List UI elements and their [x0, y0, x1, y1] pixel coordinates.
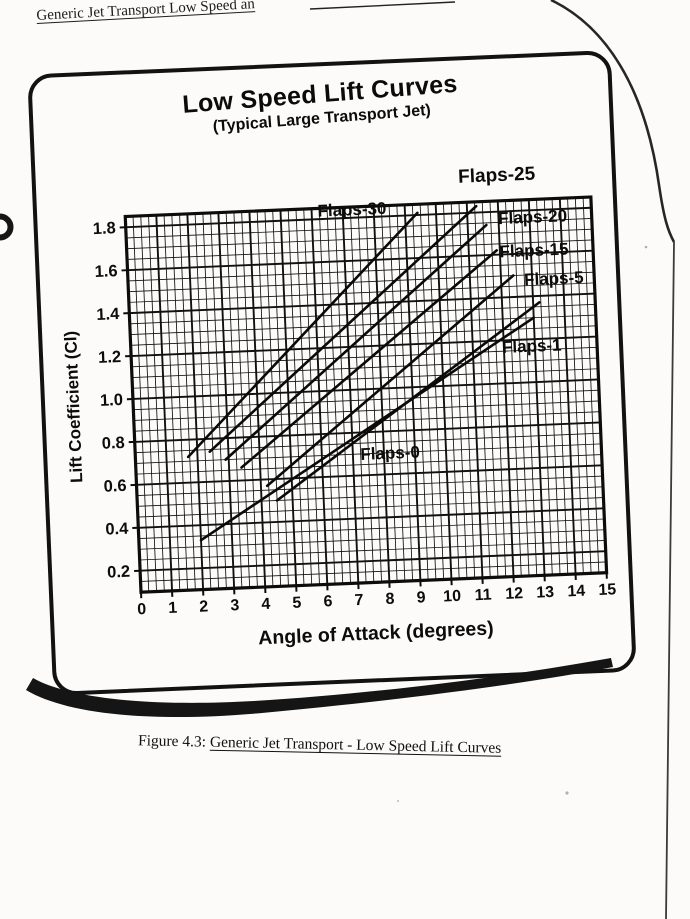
curve-label-flaps-30: Flaps-30 — [317, 199, 387, 221]
x-axis-title: Angle of Attack (degrees) — [258, 617, 494, 649]
series-line-flaps-15 — [240, 249, 499, 469]
running-header: Generic Jet Transport Low Speed an — [36, 0, 255, 25]
x-tick-label: 15 — [598, 581, 617, 599]
x-tick-label: 10 — [443, 588, 462, 606]
x-tick-label: 5 — [292, 594, 302, 611]
figure-caption: Figure 4.3: Generic Jet Transport - Low … — [138, 732, 502, 758]
curve-label-flaps-25: Flaps-25 — [458, 164, 536, 188]
series-line-flaps-30 — [186, 211, 419, 459]
figure-caption-prefix: Figure 4.3: — [137, 732, 211, 751]
series-line-flaps-5 — [265, 274, 515, 488]
y-tick-label: 0.4 — [105, 520, 129, 539]
plot-border — [123, 195, 609, 594]
figure-caption-title: Generic Jet Transport - Low Speed Lift C… — [209, 733, 502, 757]
curve-label-flaps-1: Flaps-1 — [502, 335, 562, 356]
curve-label-flaps-5: Flaps-5 — [524, 268, 584, 289]
figure-box: Low Speed Lift Curves (Typical Large Tra… — [27, 50, 637, 696]
binder-hole-mark — [0, 213, 14, 241]
y-tick-label: 0.6 — [103, 477, 127, 496]
x-tick-label: 11 — [474, 587, 492, 605]
y-tick-label: 1.2 — [98, 348, 122, 367]
scan-speck — [396, 799, 400, 803]
x-tick-label: 0 — [137, 601, 147, 618]
y-tick-label: 0.8 — [101, 434, 125, 453]
series-line-flaps-0 — [199, 316, 536, 542]
x-tick-label: 1 — [168, 600, 178, 617]
header-underline-extension — [309, 1, 456, 10]
x-tick-label: 2 — [199, 598, 209, 615]
x-tick-label: 12 — [505, 585, 524, 603]
x-tick-label: 6 — [323, 593, 333, 610]
y-tick-label: 0.2 — [107, 563, 131, 582]
series-line-flaps-20 — [224, 223, 488, 461]
curve-label-flaps-20: Flaps-20 — [498, 206, 568, 228]
x-tick-labels: 0 1 2 3 4 5 6 7 8 9 10 11 12 13 14 15 — [137, 572, 617, 618]
series-line-flaps-25 — [208, 204, 478, 453]
y-tick-labels: 0.2 0.4 0.6 0.8 1.0 1.2 1.4 1.6 1.8 — [92, 219, 141, 582]
y-tick-label: 1.4 — [96, 305, 120, 324]
x-tick-label: 9 — [416, 589, 426, 606]
x-tick-label: 3 — [230, 597, 240, 614]
x-tick-label: 8 — [385, 591, 395, 608]
y-tick-label: 1.0 — [100, 391, 124, 410]
scan-speck — [565, 791, 569, 795]
y-tick-label: 1.8 — [92, 219, 116, 238]
page-right-edge-line — [665, 241, 675, 919]
x-tick-label: 4 — [261, 596, 271, 613]
scan-speck — [644, 245, 648, 249]
y-axis-title: Lift Coefficient (Cl) — [61, 330, 86, 483]
curve-label-flaps-15: Flaps-15 — [499, 239, 569, 261]
x-tick-label: 13 — [536, 584, 555, 602]
lift-curves-plot: 0 1 2 3 4 5 6 7 8 9 10 11 12 13 14 150.20.40.60.81.01.2… — [61, 164, 617, 650]
x-tick-label: 14 — [567, 583, 586, 601]
curve-label-flaps-0: Flaps-0 — [360, 442, 420, 463]
running-header-text: Generic Jet Transport Low Speed an — [36, 0, 256, 24]
y-tick-label: 1.6 — [94, 262, 118, 281]
x-tick-label: 7 — [354, 592, 364, 609]
